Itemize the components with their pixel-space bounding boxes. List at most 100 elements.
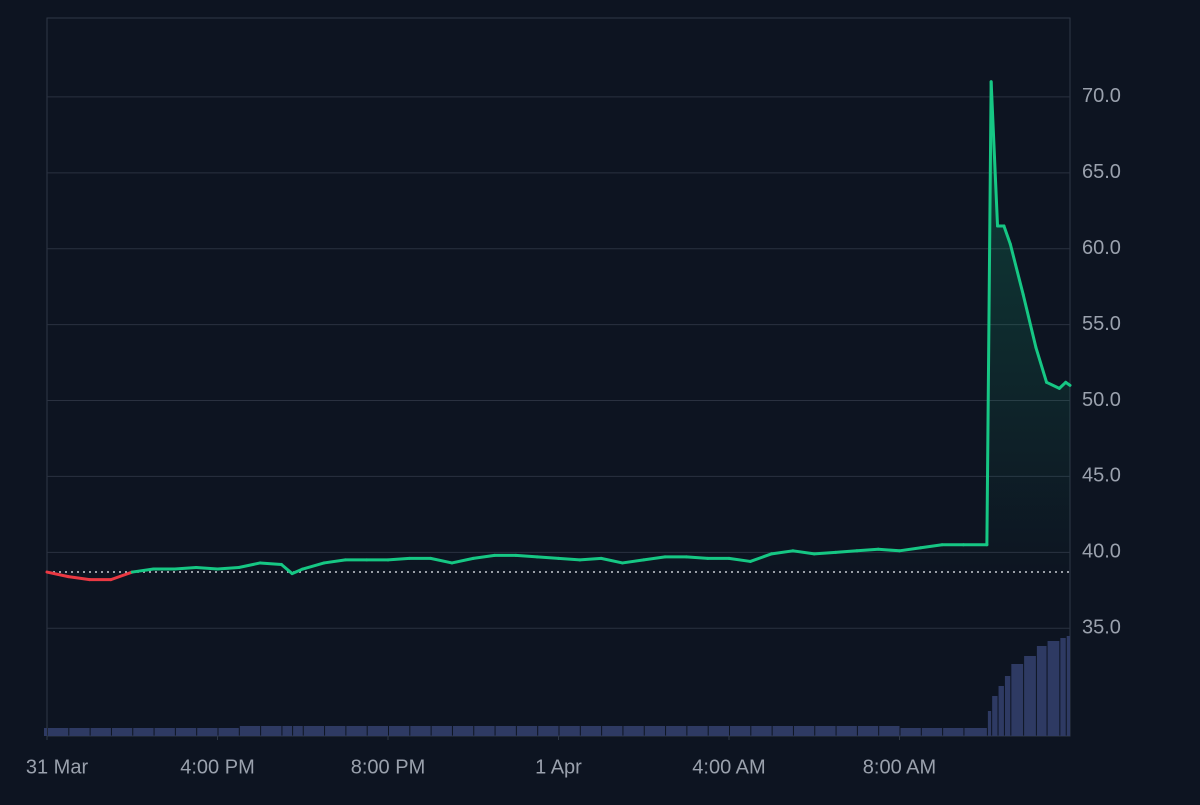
price-line xyxy=(791,549,816,556)
volume-bar xyxy=(687,726,708,736)
volume-bar xyxy=(815,726,836,736)
volume-bar xyxy=(943,728,964,736)
price-line xyxy=(1021,292,1038,349)
y-tick-label: 60.0 xyxy=(1082,237,1121,259)
price-line xyxy=(642,555,667,562)
volume-bar xyxy=(1036,646,1047,736)
volume-bar xyxy=(580,726,602,736)
price-line xyxy=(812,550,838,556)
volume-bar xyxy=(175,728,197,736)
volume-bar xyxy=(48,728,69,736)
price-line xyxy=(45,570,70,579)
price-line xyxy=(194,566,219,571)
volume-bar xyxy=(1011,664,1024,736)
volume-bar xyxy=(623,726,644,736)
price-line xyxy=(1002,224,1012,246)
price-line xyxy=(237,561,262,570)
volume-bar xyxy=(346,726,367,736)
price-line xyxy=(855,547,880,553)
price-line xyxy=(1034,345,1049,384)
price-line xyxy=(898,546,923,553)
price-line xyxy=(514,553,539,559)
price-line xyxy=(1064,380,1072,387)
y-tick-label: 70.0 xyxy=(1082,85,1121,107)
volume-bar xyxy=(431,726,452,736)
price-line xyxy=(429,556,454,565)
volume-bar xyxy=(879,726,900,736)
area xyxy=(47,81,1070,580)
price-line xyxy=(386,556,411,562)
price-line xyxy=(727,556,752,563)
price-line xyxy=(578,556,603,562)
price-line xyxy=(919,543,944,550)
y-tick-label: 65.0 xyxy=(1082,161,1121,183)
y-tick-label: 55.0 xyxy=(1082,313,1121,335)
volume-bar xyxy=(836,726,857,736)
price-line xyxy=(130,567,156,574)
y-tick-label: 40.0 xyxy=(1082,541,1121,563)
x-tick-label: 8:00 AM xyxy=(863,756,936,778)
volume-bar xyxy=(367,726,388,736)
price-line xyxy=(535,555,560,560)
volume-bar xyxy=(1024,656,1036,736)
y-tick-label: 35.0 xyxy=(1082,617,1121,639)
volume-bar xyxy=(559,726,580,736)
volume-bar xyxy=(474,726,495,736)
volume-bar xyxy=(293,726,303,736)
price-line xyxy=(109,570,134,582)
volume-bar xyxy=(998,686,1004,736)
volume-bar xyxy=(708,726,729,736)
volume-bar xyxy=(1060,638,1066,736)
volume-bar xyxy=(261,726,282,736)
volume-bar xyxy=(751,726,772,736)
x-tick-label: 4:00 AM xyxy=(692,756,765,778)
y-tick-label: 50.0 xyxy=(1082,389,1121,411)
price-line xyxy=(620,558,646,565)
volume-bar xyxy=(410,726,431,736)
volume-bar xyxy=(1004,676,1011,736)
volume-bar xyxy=(538,726,559,736)
volume-bar xyxy=(772,726,793,736)
price-line xyxy=(599,556,624,565)
volume-bar xyxy=(1066,636,1070,736)
price-line xyxy=(173,566,198,571)
price-line xyxy=(66,575,92,582)
x-tick-label: 31 Mar xyxy=(26,756,89,778)
volume-bar xyxy=(239,726,261,736)
volume-bar xyxy=(730,726,751,736)
price-line xyxy=(1008,242,1025,296)
volume-bar xyxy=(218,728,239,736)
volume-bar xyxy=(964,728,987,736)
price-line xyxy=(279,562,294,576)
y-tick-label: 45.0 xyxy=(1082,465,1121,487)
volume-bar xyxy=(1047,641,1060,736)
volume-bar xyxy=(44,728,47,736)
volume-bar xyxy=(452,726,474,736)
volume-bar xyxy=(793,726,815,736)
volume-bar xyxy=(987,711,992,736)
volume-bar xyxy=(133,728,154,736)
volume-bar xyxy=(666,726,687,736)
volume-bar xyxy=(197,728,218,736)
volume-bar xyxy=(516,726,538,736)
price-line xyxy=(684,555,710,560)
volume-bar xyxy=(602,726,623,736)
price-line xyxy=(216,566,241,571)
volume-bar xyxy=(303,726,325,736)
volume-bar xyxy=(992,696,998,736)
price-line xyxy=(322,558,347,565)
volume-bar xyxy=(154,728,175,736)
price-line xyxy=(471,553,497,560)
volume-bar xyxy=(921,728,943,736)
price-line xyxy=(985,80,993,547)
price-line xyxy=(557,556,582,562)
x-tick-label: 1 Apr xyxy=(535,756,582,778)
volume-bar xyxy=(90,728,111,736)
volume-bar xyxy=(495,726,516,736)
price-line xyxy=(450,556,475,565)
price-line xyxy=(290,567,305,576)
volume-bar xyxy=(644,726,666,736)
price-line xyxy=(258,561,283,566)
